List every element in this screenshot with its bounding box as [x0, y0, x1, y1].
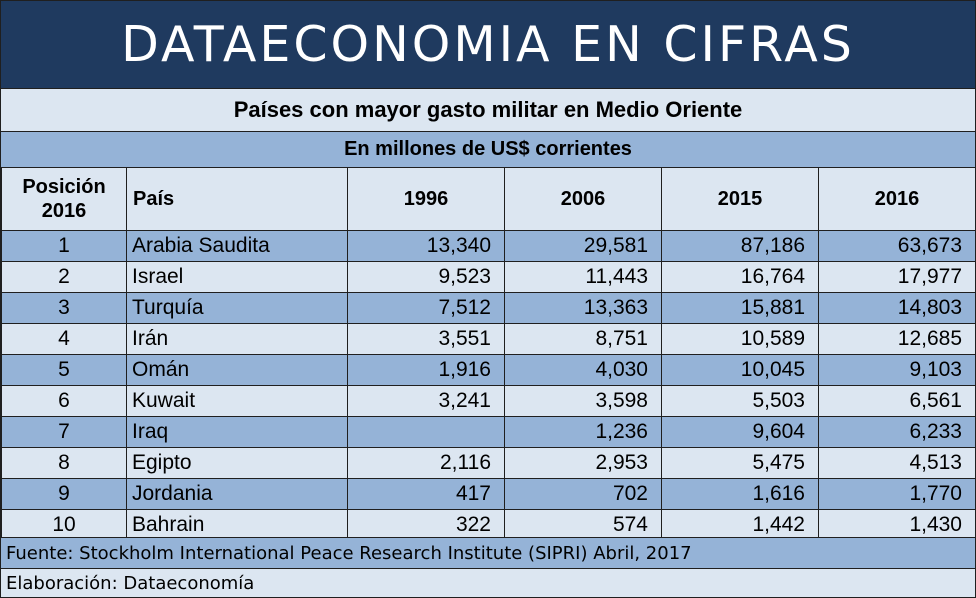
header-position-line1: Posición [22, 176, 106, 198]
header-country: País [126, 167, 348, 231]
cell-value-2006: 2,953 [504, 447, 662, 479]
table-subtitle: En millones de US$ corrientes [1, 131, 975, 167]
cell-country: Bahrain [126, 509, 348, 541]
cell-value-1996: 2,116 [347, 447, 505, 479]
cell-value-2006: 8,751 [504, 323, 662, 355]
cell-country: Omán [126, 354, 348, 386]
cell-value-2015: 10,589 [661, 323, 819, 355]
cell-value-1996: 9,523 [347, 261, 505, 293]
cell-position: 1 [1, 230, 127, 262]
cell-value-1996: 7,512 [347, 292, 505, 324]
table-row: 10 Bahrain 322 574 1,442 1,430 [1, 509, 976, 541]
cell-value-2006: 4,030 [504, 354, 662, 386]
cell-value-2015: 10,045 [661, 354, 819, 386]
cell-value-2016: 12,685 [818, 323, 976, 355]
banner-title: DATAECONOMIA EN CIFRAS [1, 1, 975, 88]
table-row: 8 Egipto 2,116 2,953 5,475 4,513 [1, 447, 976, 479]
cell-value-2006: 11,443 [504, 261, 662, 293]
cell-country: Egipto [126, 447, 348, 479]
cell-value-2015: 9,604 [661, 416, 819, 448]
header-position-line2: 2016 [41, 200, 87, 222]
header-position: Posición 2016 [1, 167, 127, 231]
table-row: 6 Kuwait 3,241 3,598 5,503 6,561 [1, 385, 976, 417]
cell-position: 4 [1, 323, 127, 355]
header-year-1996: 1996 [347, 167, 505, 231]
cell-country: Turquía [126, 292, 348, 324]
cell-value-2015: 1,442 [661, 509, 819, 541]
cell-value-2006: 574 [504, 509, 662, 541]
cell-value-1996: 322 [347, 509, 505, 541]
cell-position: 7 [1, 416, 127, 448]
cell-value-2015: 16,764 [661, 261, 819, 293]
table-row: 2 Israel 9,523 11,443 16,764 17,977 [1, 261, 976, 293]
cell-value-2016: 6,233 [818, 416, 976, 448]
header-year-2015: 2015 [661, 167, 819, 231]
cell-value-2006: 13,363 [504, 292, 662, 324]
cell-value-2006: 29,581 [504, 230, 662, 262]
cell-value-2015: 1,616 [661, 478, 819, 510]
cell-position: 9 [1, 478, 127, 510]
cell-value-1996 [347, 416, 505, 448]
cell-position: 2 [1, 261, 127, 293]
cell-value-2006: 3,598 [504, 385, 662, 417]
cell-value-2015: 15,881 [661, 292, 819, 324]
credit-note: Elaboración: Dataeconomía [1, 568, 975, 597]
cell-country: Iraq [126, 416, 348, 448]
table-row: 4 Irán 3,551 8,751 10,589 12,685 [1, 323, 976, 355]
cell-value-2016: 63,673 [818, 230, 976, 262]
cell-value-1996: 3,241 [347, 385, 505, 417]
cell-value-2016: 14,803 [818, 292, 976, 324]
cell-value-2016: 4,513 [818, 447, 976, 479]
cell-position: 8 [1, 447, 127, 479]
cell-value-2016: 6,561 [818, 385, 976, 417]
cell-value-1996: 417 [347, 478, 505, 510]
cell-value-2016: 1,430 [818, 509, 976, 541]
cell-country: Irán [126, 323, 348, 355]
cell-value-1996: 13,340 [347, 230, 505, 262]
cell-value-1996: 3,551 [347, 323, 505, 355]
header-year-2006: 2006 [504, 167, 662, 231]
cell-position: 6 [1, 385, 127, 417]
cell-value-2015: 5,503 [661, 385, 819, 417]
cell-position: 5 [1, 354, 127, 386]
table-row: 3 Turquía 7,512 13,363 15,881 14,803 [1, 292, 976, 324]
cell-value-2016: 1,770 [818, 478, 976, 510]
cell-country: Kuwait [126, 385, 348, 417]
cell-value-1996: 1,916 [347, 354, 505, 386]
table-header-row: Posición 2016 País 1996 2006 2015 2016 [1, 167, 976, 231]
cell-value-2015: 5,475 [661, 447, 819, 479]
cell-country: Jordania [126, 478, 348, 510]
table-row: 9 Jordania 417 702 1,616 1,770 [1, 478, 976, 510]
cell-value-2006: 1,236 [504, 416, 662, 448]
cell-country: Arabia Saudita [126, 230, 348, 262]
cell-country: Israel [126, 261, 348, 293]
cell-position: 3 [1, 292, 127, 324]
cell-value-2006: 702 [504, 478, 662, 510]
header-year-2016: 2016 [818, 167, 976, 231]
cell-value-2016: 9,103 [818, 354, 976, 386]
table-title: Países con mayor gasto militar en Medio … [1, 88, 975, 131]
cell-position: 10 [1, 509, 127, 541]
cell-value-2015: 87,186 [661, 230, 819, 262]
cell-value-2016: 17,977 [818, 261, 976, 293]
table-row: 5 Omán 1,916 4,030 10,045 9,103 [1, 354, 976, 386]
table-row: 7 Iraq 1,236 9,604 6,233 [1, 416, 976, 448]
table-row: 1 Arabia Saudita 13,340 29,581 87,186 63,673 [1, 230, 976, 262]
table-body: 1 Arabia Saudita 13,340 29,581 87,186 63,673 2… [1, 230, 976, 541]
military-spending-table: Posición 2016 País 1996 2006 2015 2016 1… [1, 167, 976, 541]
source-note: Fuente: Stockholm International Peace Re… [1, 537, 975, 568]
